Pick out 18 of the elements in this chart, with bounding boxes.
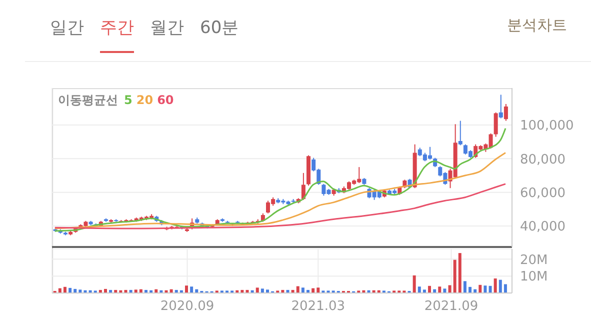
y-tick-label: 100,000: [520, 118, 574, 134]
text: 60분: [200, 17, 239, 40]
legend-title: 이동평균선: [58, 93, 118, 107]
text: 주간: [100, 16, 134, 53]
y-tick-label: 80,000: [520, 152, 566, 168]
x-tick-label: 2021.09: [424, 299, 478, 314]
x-tick-label: 2021.03: [291, 299, 346, 314]
y-tick-label: 40,000: [520, 220, 566, 235]
text: 60: [157, 93, 174, 107]
text: 20: [136, 93, 154, 107]
y-tick-label: 10M: [520, 270, 548, 285]
y-tick-label: 20M: [520, 252, 548, 268]
x-tick-label: 2020.09: [160, 299, 214, 314]
text: 일간: [50, 17, 84, 40]
y-tick-label: 60,000: [520, 186, 566, 201]
text: 월간: [150, 17, 184, 40]
text: 분석차트: [507, 16, 567, 36]
text: 5: [124, 93, 132, 107]
